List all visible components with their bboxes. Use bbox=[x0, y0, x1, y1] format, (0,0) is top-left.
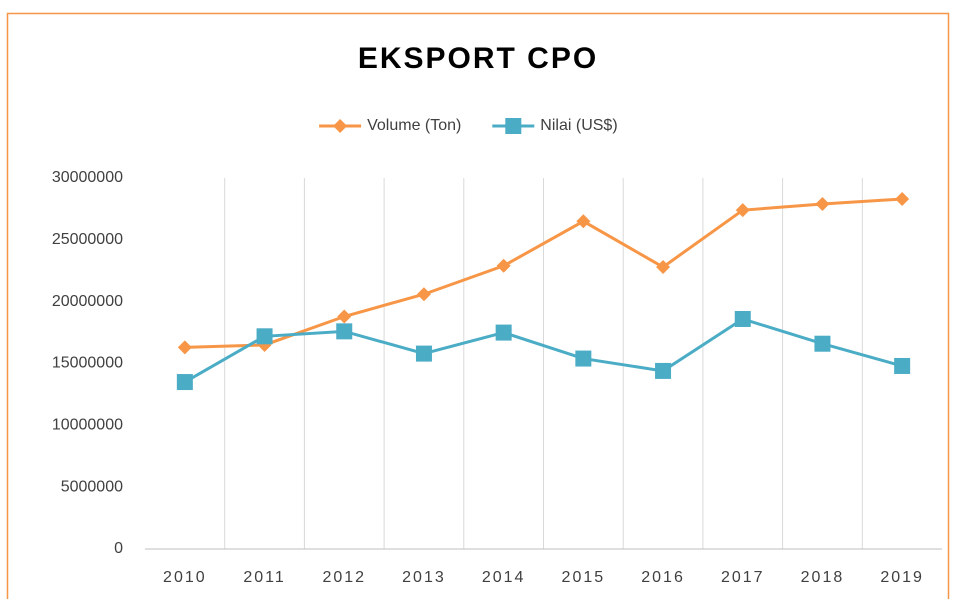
x-tick-label: 2014 bbox=[482, 569, 526, 586]
x-tick-label: 2015 bbox=[562, 569, 606, 586]
y-tick-label: 10000000 bbox=[52, 417, 123, 434]
x-tick-label: 2017 bbox=[721, 569, 765, 586]
data-point bbox=[815, 196, 830, 211]
data-point bbox=[256, 328, 273, 345]
data-point bbox=[415, 345, 432, 362]
data-point bbox=[814, 335, 831, 352]
data-point bbox=[656, 260, 671, 275]
data-point bbox=[894, 357, 911, 374]
x-tick-label: 2011 bbox=[243, 569, 285, 586]
data-point bbox=[575, 350, 592, 367]
x-tick-label: 2010 bbox=[163, 569, 207, 586]
data-point bbox=[734, 310, 751, 327]
y-tick-label: 20000000 bbox=[52, 293, 123, 310]
x-tick-label: 2016 bbox=[641, 569, 685, 586]
data-point bbox=[735, 203, 750, 218]
series-line bbox=[184, 197, 903, 349]
x-tick-label: 2019 bbox=[880, 569, 924, 586]
chart-title: EKSPORT CPO bbox=[358, 42, 598, 75]
chart-frame bbox=[6, 12, 950, 599]
x-tick-label: 2012 bbox=[322, 569, 366, 586]
data-point bbox=[576, 214, 591, 229]
data-point bbox=[655, 362, 672, 379]
data-point bbox=[895, 192, 910, 207]
series-line bbox=[184, 317, 903, 384]
legend-label: Volume (Ton) bbox=[367, 117, 461, 134]
data-point bbox=[336, 323, 353, 340]
x-tick-label: 2018 bbox=[801, 569, 845, 586]
y-tick-label: 30000000 bbox=[52, 169, 123, 186]
legend-marker bbox=[505, 118, 522, 134]
y-tick-label: 0 bbox=[114, 540, 123, 557]
legend-label: Nilai (US$) bbox=[540, 117, 617, 134]
y-tick-label: 25000000 bbox=[52, 231, 123, 248]
legend-marker bbox=[333, 119, 348, 133]
data-point bbox=[416, 287, 431, 302]
data-point bbox=[495, 324, 512, 341]
y-tick-label: 5000000 bbox=[61, 478, 123, 495]
data-point bbox=[176, 374, 193, 391]
data-point bbox=[337, 309, 352, 324]
data-point bbox=[496, 258, 511, 273]
data-point bbox=[177, 340, 192, 355]
y-tick-label: 15000000 bbox=[52, 355, 123, 372]
x-tick-label: 2013 bbox=[402, 569, 446, 586]
